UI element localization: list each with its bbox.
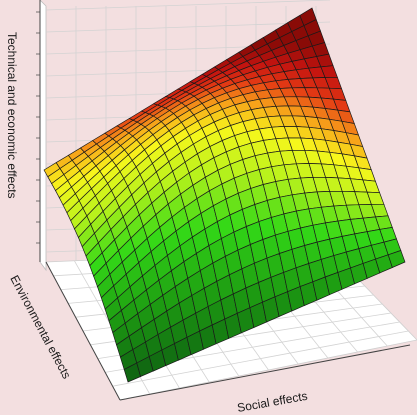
z-axis-ticks — [36, 11, 40, 244]
x-axis-title: Social effects — [236, 389, 309, 415]
wall-grid-line — [45, 21, 331, 33]
surface-cell — [387, 250, 406, 268]
y-axis-line — [45, 261, 121, 401]
floor-grid-line — [112, 330, 409, 387]
surface-mesh — [43, 7, 406, 383]
x-axis-line — [119, 344, 411, 401]
back-wall-left — [39, 0, 47, 272]
wall-grid-line — [45, 0, 331, 11]
z-axis-title: Technical and economic effects — [5, 32, 19, 199]
